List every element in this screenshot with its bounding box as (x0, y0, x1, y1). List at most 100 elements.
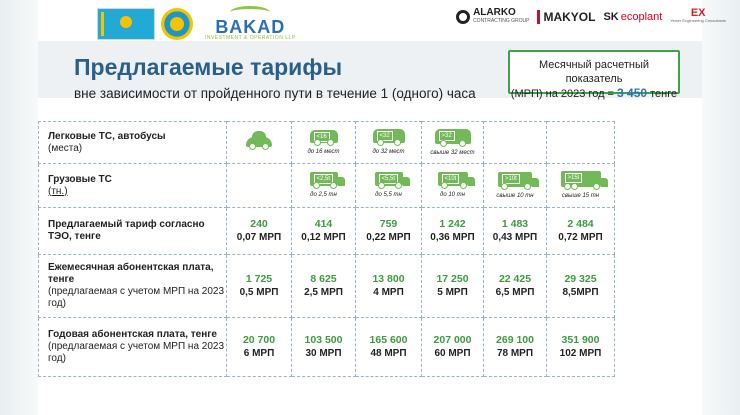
row-label-note: (предлагаемая с учетом МРП на 2023 год) (48, 341, 225, 364)
row-label-sub: (тн.) (48, 185, 68, 197)
vehicle-caption: до 32 мест (372, 149, 405, 155)
passenger-cell-6 (546, 121, 615, 164)
annual-cell: 269 100 78 МРП (483, 317, 547, 377)
row-label-passenger: Легковые ТС, автобусы (места) (38, 121, 227, 164)
tariff-cell: 414 0,12 МРП (291, 207, 356, 255)
minibus-icon: <16 (309, 129, 338, 146)
tariff-cell: 240 0,07 МРП (226, 207, 292, 255)
tariff-table: Легковые ТС, автобусы (места) <16 до 16 … (38, 121, 615, 377)
annual-mrp: 30 МРП (305, 348, 342, 359)
page-title: Предлагаемые тарифы (74, 54, 343, 80)
alarko-tag: CONTRACTING GROUP (473, 18, 530, 24)
cargo-cell-2: <2,5t до 2,5 тн (291, 163, 356, 208)
monthly-cell: 22 425 6,5 МРП (483, 254, 547, 318)
bakad-logo: BAKAD INVESTMENT & OPERATION LLP (205, 6, 296, 41)
tariff-cell: 1 483 0,43 МРП (483, 207, 547, 255)
cargo-cell-1 (226, 163, 292, 208)
annual-value: 103 500 (304, 334, 343, 346)
tariff-mrp: 0,72 МРП (558, 232, 603, 243)
annual-cell: 207 000 60 МРП (421, 317, 484, 377)
kazakhstan-flag-icon (97, 7, 155, 40)
monthly-mrp: 4 МРП (373, 287, 404, 298)
table-row-monthly: Ежемесячная абонентская плата, тенге (пр… (38, 254, 615, 318)
vehicle-caption: до 10 тн (440, 192, 465, 198)
ex-logo-tag: Yenex Engineering Consultants (670, 18, 726, 23)
vehicle-caption: свыше 10 тн (496, 192, 534, 199)
truck-icon: <10t (437, 172, 475, 189)
tariff-mrp: 0,12 МРП (301, 232, 346, 243)
vehicle-caption: до 5,5 тн (375, 192, 402, 198)
mrp-info-line2: (МРП) на 2023 год = 3 450 тенге (510, 86, 678, 101)
vehicle-badge: >15t (564, 173, 583, 183)
annual-mrp: 102 МРП (559, 348, 602, 359)
mrp-info-value: 3 450 (617, 86, 648, 100)
mrp-info-box: Месячный расчетный показатель (МРП) на 2… (508, 50, 680, 100)
row-label-text: Легковые ТС, автобусы (48, 130, 166, 142)
annual-cell: 20 700 6 МРП (226, 317, 292, 377)
table-row-passenger: Легковые ТС, автобусы (места) <16 до 16 … (38, 121, 615, 164)
row-label-monthly: Ежемесячная абонентская плата, тенге (пр… (38, 254, 227, 318)
right-side-band (702, 0, 740, 415)
annual-value: 269 100 (496, 334, 534, 346)
vehicle-caption: свыше 32 мест (430, 149, 475, 156)
passenger-cell-1 (226, 121, 292, 164)
monthly-value: 13 800 (372, 273, 405, 285)
annual-cell: 103 500 30 МРП (291, 317, 356, 377)
monthly-value: 22 425 (498, 273, 532, 285)
monthly-cell: 1 725 0,5 МРП (226, 254, 292, 318)
annual-value: 207 000 (433, 334, 472, 346)
truck-icon: <5,5t (374, 172, 410, 189)
annual-value: 20 700 (242, 334, 276, 346)
row-label-text: Грузовые ТС (48, 173, 112, 185)
monthly-cell: 8 625 2,5 МРП (291, 254, 356, 318)
row-label-cargo: Грузовые ТС (тн.) (38, 163, 227, 208)
annual-mrp: 6 МРП (243, 348, 275, 359)
monthly-mrp: 2,5 МРП (304, 287, 343, 298)
tariff-value: 759 (379, 218, 398, 230)
annual-mrp: 60 МРП (434, 348, 471, 359)
monthly-value: 8 625 (310, 273, 337, 285)
vehicle-badge: <10t (441, 174, 460, 184)
cargo-cell-3: <5,5t до 5,5 тн (355, 163, 422, 208)
mrp-info-line1: Месячный расчетный показатель (538, 59, 650, 85)
kazakhstan-emblem-icon (161, 7, 193, 40)
passenger-cell-2: <16 до 16 мест (291, 121, 356, 164)
truck-icon: >10t (498, 171, 539, 190)
annual-mrp: 48 МРП (370, 348, 407, 359)
annual-value: 351 900 (561, 334, 600, 346)
tariff-cell: 759 0,22 МРП (355, 207, 422, 255)
table-row-annual: Годовая абонентская плата, тенге (предла… (38, 317, 615, 377)
vehicle-caption: до 16 мест (307, 148, 340, 155)
monthly-mrp: 6,5 МРП (495, 287, 535, 298)
tariff-mrp: 0,07 МРП (236, 232, 282, 243)
alarko-logo: ALARKO CONTRACTING GROUP (456, 8, 529, 26)
ex-logo: EX Yenex Engineering Consultants (670, 7, 726, 25)
annual-value: 165 600 (369, 334, 408, 346)
ex-logo-mark: EX (690, 7, 706, 19)
tariff-value: 2 484 (567, 218, 594, 230)
table-row-cargo: Грузовые ТС (тн.) <2,5t до 2,5 тн <5,5t … (38, 163, 615, 208)
mrp-info-unit: тенге (650, 88, 678, 100)
coach-icon: >32 (434, 128, 471, 147)
alarko-mark-icon (456, 10, 471, 24)
passenger-cell-4: >32 свыше 32 мест (421, 121, 484, 164)
monthly-mrp: 5 МРП (437, 287, 468, 298)
tariff-mrp: 0,43 МРП (492, 232, 538, 243)
sk-ecoplant-logo: SK ecoplant (603, 11, 662, 23)
vehicle-badge: <5,5t (378, 174, 399, 184)
monthly-cell: 29 325 8,5МРП (546, 254, 615, 318)
monthly-cell: 17 250 5 МРП (421, 254, 484, 318)
tariff-value: 414 (314, 218, 333, 230)
monthly-value: 17 250 (436, 273, 469, 285)
alarko-name: ALARKO (473, 7, 516, 18)
cargo-cell-6: >15t свыше 15 тн (546, 163, 615, 208)
row-label-sub: (места) (48, 142, 83, 154)
table-row-tariff: Предлагаемый тариф согласно ТЭО, тенге 2… (38, 207, 615, 255)
makyol-logo: MAKYOL (537, 10, 595, 24)
bakad-logo-word: BAKAD (215, 17, 286, 37)
truck-icon: >15t (560, 171, 608, 190)
tariff-cell: 1 242 0,36 МРП (421, 207, 484, 255)
annual-cell: 351 900 102 МРП (546, 317, 615, 377)
cargo-cell-4: <10t до 10 тн (421, 163, 484, 208)
cargo-cell-5: >10t свыше 10 тн (483, 163, 547, 208)
